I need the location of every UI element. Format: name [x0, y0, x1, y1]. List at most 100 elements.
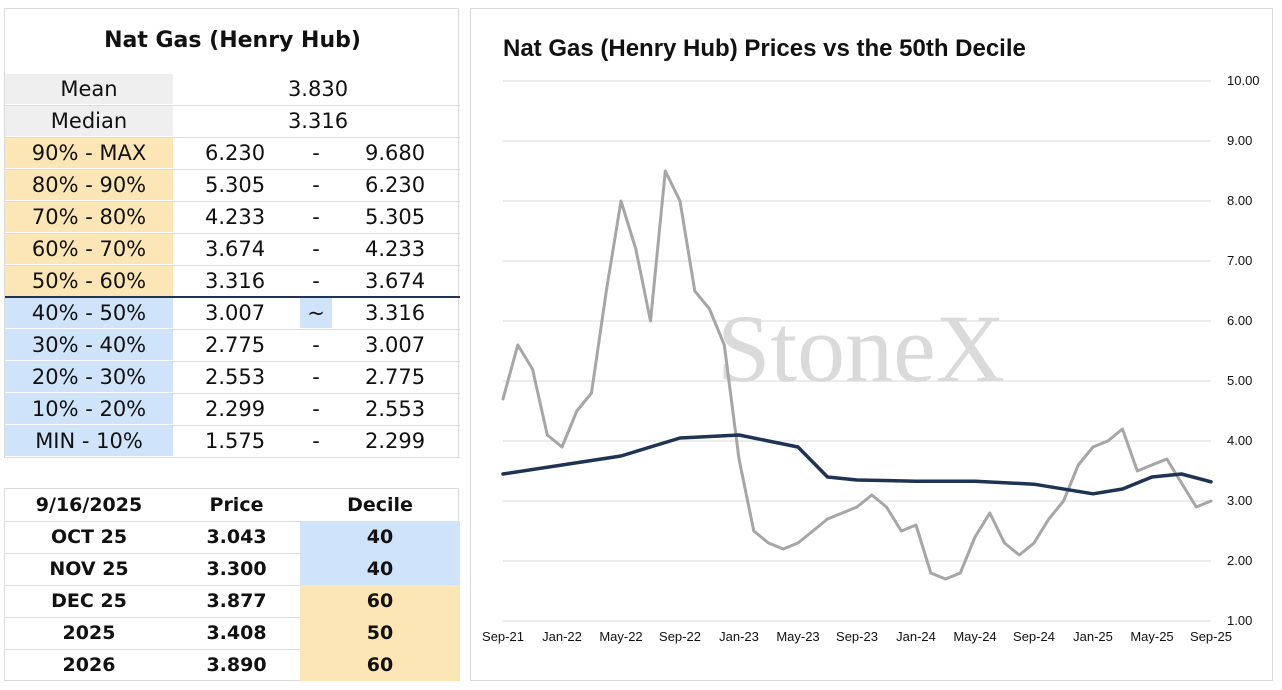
- price-chart: StoneX 1.00 2.00 3.00 4.00 5.00 6.00 7.00 8.00 9.…: [482, 73, 1260, 644]
- price-point: [1091, 445, 1095, 449]
- decile-low: 3.674: [205, 237, 266, 261]
- price-point: [752, 529, 755, 533]
- decile-high: 6.230: [365, 173, 426, 197]
- price-point: [531, 367, 534, 371]
- decile-50-point: [1032, 483, 1036, 486]
- decile-high: 3.316: [365, 301, 426, 325]
- decile-50-point: [501, 472, 505, 476]
- price-point: [1150, 463, 1154, 467]
- decile-separator: -: [312, 237, 320, 261]
- decile-high: 2.299: [365, 429, 426, 453]
- y-tick-label: 8.00: [1227, 193, 1252, 208]
- decile-row: 50% - 60% 3.316 - 3.674: [5, 265, 460, 298]
- decile-50-point: [1121, 487, 1124, 491]
- price-point: [1209, 499, 1213, 503]
- decile-label: 40% - 50%: [5, 298, 173, 328]
- decile-separator: -: [312, 429, 320, 453]
- decile-row: MIN - 10% 1.575 - 2.299: [5, 425, 460, 458]
- price-point: [1136, 469, 1139, 473]
- x-tick-label: May-22: [599, 629, 642, 644]
- decile-label: 70% - 80%: [5, 202, 173, 232]
- y-tick-label: 5.00: [1227, 373, 1252, 388]
- futures-decile: 60: [300, 649, 460, 681]
- price-chart-panel: Nat Gas (Henry Hub) Prices vs the 50th D…: [470, 8, 1273, 681]
- x-tick-label: Sep-25: [1190, 629, 1232, 644]
- decile-50-point: [560, 463, 564, 467]
- price-point: [885, 505, 888, 509]
- x-tick-label: Sep-21: [482, 629, 524, 644]
- futures-contract: OCT 25: [50, 526, 128, 548]
- x-tick-label: May-24: [953, 629, 996, 644]
- decile-label: MIN - 10%: [5, 426, 173, 456]
- decile-row: 20% - 30% 2.553 - 2.775: [5, 361, 460, 394]
- decile-low: 2.553: [205, 365, 266, 389]
- decile-low: 2.299: [205, 397, 266, 421]
- price-point: [1106, 439, 1109, 443]
- decile-separator: ~: [300, 298, 332, 328]
- price-point: [855, 505, 859, 509]
- decile-low: 3.007: [205, 301, 266, 325]
- summary-title: Nat Gas (Henry Hub): [104, 28, 361, 53]
- price-point: [796, 541, 800, 545]
- price-point: [944, 577, 947, 581]
- decile-row: 40% - 50% 3.007 ~3.316: [5, 297, 460, 330]
- decile-50-point: [1150, 475, 1154, 479]
- decile-separator: -: [312, 205, 320, 229]
- mean-row: Mean 3.830: [5, 73, 460, 106]
- price-point: [929, 571, 932, 575]
- decile-separator: -: [312, 365, 320, 389]
- x-tick-label: Jan-22: [542, 629, 582, 644]
- chart-title: Nat Gas (Henry Hub) Prices vs the 50th D…: [503, 35, 1026, 62]
- price-point: [619, 199, 623, 203]
- futures-decile: 60: [300, 585, 460, 617]
- futures-contract: NOV 25: [49, 558, 129, 580]
- price-point: [870, 493, 873, 497]
- decile-50-point: [737, 433, 741, 437]
- decile-label: 30% - 40%: [5, 330, 173, 360]
- decile-high: 3.674: [365, 269, 426, 293]
- x-tick-label: Jan-25: [1073, 629, 1113, 644]
- price-point: [841, 511, 844, 515]
- futures-decile: 40: [300, 553, 460, 585]
- decile-separator: -: [312, 141, 320, 165]
- price-point: [546, 433, 549, 437]
- price-point: [605, 289, 608, 293]
- decile-high: 5.305: [365, 205, 426, 229]
- decile-high: 3.007: [365, 333, 426, 357]
- stonex-watermark: StoneX: [717, 295, 1005, 402]
- price-point: [1195, 505, 1198, 509]
- price-point: [693, 289, 696, 293]
- median-value: 3.316: [287, 109, 349, 133]
- price-point: [767, 541, 770, 545]
- decile-50-point: [796, 445, 800, 449]
- decile-50-point: [973, 480, 977, 483]
- x-tick-label: Sep-24: [1013, 629, 1055, 644]
- decile-high: 4.233: [365, 237, 426, 261]
- futures-row: DEC 25 3.877 60: [5, 585, 460, 618]
- decile-50-point: [678, 436, 682, 440]
- y-tick-label: 1.00: [1227, 613, 1252, 628]
- price-point: [959, 571, 962, 575]
- futures-price: 3.877: [206, 590, 267, 612]
- decile-low: 3.316: [205, 269, 266, 293]
- y-tick-label: 3.00: [1227, 493, 1252, 508]
- futures-contract: DEC 25: [51, 590, 127, 612]
- futures-row: 2025 3.408 50: [5, 617, 460, 650]
- futures-price: 3.890: [206, 654, 267, 676]
- decile-row: 10% - 20% 2.299 - 2.553: [5, 393, 460, 426]
- price-point: [782, 547, 785, 551]
- decile-high: 2.775: [365, 365, 426, 389]
- futures-row: NOV 25 3.300 40: [5, 553, 460, 586]
- futures-decile: 50: [300, 617, 460, 649]
- futures-row: OCT 25 3.043 40: [5, 521, 460, 554]
- decile-50-point: [1180, 472, 1183, 476]
- decile-low: 6.230: [205, 141, 266, 165]
- decile-50-point: [914, 480, 918, 483]
- decile-low: 1.575: [205, 429, 266, 453]
- price-point: [1003, 541, 1006, 545]
- futures-price: 3.300: [206, 558, 267, 580]
- futures-contract: 2026: [62, 654, 116, 676]
- x-tick-label: Jan-24: [896, 629, 936, 644]
- decile-row: 90% - MAX 6.230 - 9.680: [5, 137, 460, 170]
- price-point: [590, 391, 593, 395]
